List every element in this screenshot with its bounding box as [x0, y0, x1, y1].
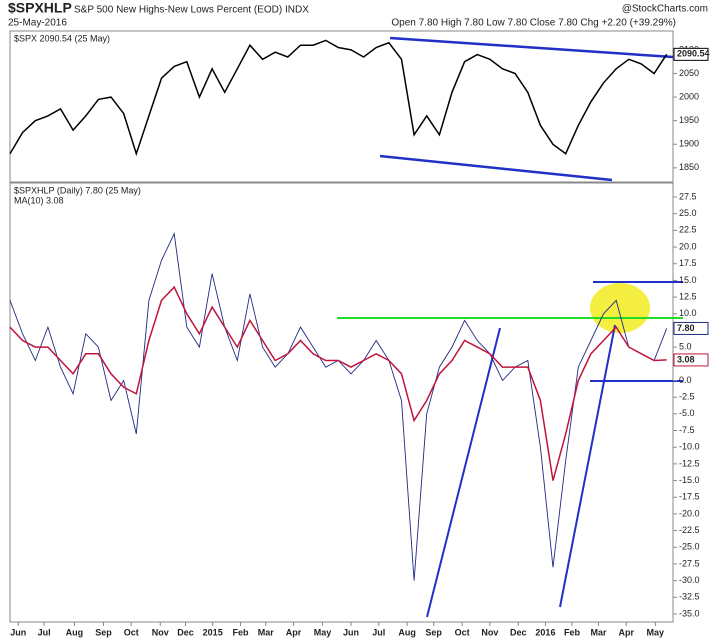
trend-line [426, 327, 501, 618]
y-tick-label: -35.0 [679, 608, 700, 618]
x-tick-label: Apr [619, 627, 635, 637]
legend-entry: $SPX 2090.54 (25 May) [14, 33, 110, 43]
x-tick-label: Jul [372, 627, 385, 637]
x-tick-label: Nov [152, 627, 169, 637]
y-tick-label: 10.0 [679, 308, 697, 318]
y-tick-label: 1850 [679, 162, 699, 172]
symbol: $SPXHLP [8, 0, 72, 16]
quote: Open 7.80 High 7.80 Low 7.80 Close 7.80 … [391, 18, 676, 29]
y-tick-label: -5.0 [679, 408, 695, 418]
x-tick-label: May [647, 627, 665, 637]
y-tick-label: 17.5 [679, 258, 697, 268]
series-line [9, 285, 667, 481]
y-tick-label: 0.0 [679, 375, 692, 385]
y-tick-label: 2000 [679, 91, 699, 101]
x-tick-label: Jul [38, 627, 51, 637]
trend-line [379, 154, 613, 182]
y-tick-label: 2050 [679, 68, 699, 78]
x-tick-label: Apr [286, 627, 302, 637]
x-tick-label: Sep [425, 627, 442, 637]
y-tick-label: 15.0 [679, 275, 697, 285]
x-tick-label: Aug [398, 627, 416, 637]
highlight [590, 283, 650, 333]
x-tick-label: Sep [95, 627, 112, 637]
value-box [673, 47, 709, 61]
annotations [337, 36, 683, 618]
x-tick-label: Jun [343, 627, 359, 637]
last-value-label: 3.08 [677, 354, 695, 364]
series-line [9, 232, 668, 581]
y-tick-label: 1950 [679, 115, 699, 125]
y-tick-label: -15.0 [679, 475, 700, 485]
x-tick-label: 2016 [535, 627, 555, 637]
trend-line [559, 324, 616, 608]
x-tick-label: Oct [124, 627, 139, 637]
watermark: @StockCharts.com [622, 4, 708, 15]
y-tick-label: 22.5 [679, 225, 697, 235]
y-tick-label: -7.5 [679, 425, 695, 435]
legend-entry: MA(10) 3.08 [14, 195, 64, 205]
x-tick-label: Mar [258, 627, 275, 637]
x-tick-label: Feb [232, 627, 249, 637]
y-tick-label: -20.0 [679, 508, 700, 518]
y-tick-label: 5.0 [679, 341, 692, 351]
y-tick-label: 27.5 [679, 191, 697, 201]
y-tick-label: -22.5 [679, 525, 700, 535]
x-tick-label: Aug [66, 627, 84, 637]
y-tick-label: -25.0 [679, 542, 700, 552]
top-frame [9, 30, 674, 183]
y-tick-label: -17.5 [679, 492, 700, 502]
date: 25-May-2016 [8, 18, 67, 29]
y-tick-label: -30.0 [679, 575, 700, 585]
last-value-label: 7.80 [677, 323, 695, 333]
bottom-frame [9, 182, 674, 623]
x-tick-label: Dec [510, 627, 527, 637]
x-tick-label: Feb [564, 627, 581, 637]
last-value-label: 2090.54 [677, 49, 710, 59]
y-tick-label: 25.0 [679, 208, 697, 218]
x-tick-label: Oct [455, 627, 470, 637]
y-tick-label: -2.5 [679, 392, 695, 402]
y-tick-label: 1900 [679, 139, 699, 149]
x-tick-label: Jun [10, 627, 26, 637]
x-tick-label: May [314, 627, 332, 637]
y-tick-label: -27.5 [679, 558, 700, 568]
y-tick-label: -10.0 [679, 442, 700, 452]
value-box [673, 353, 709, 367]
trend-line [389, 36, 674, 59]
x-tick-label: Mar [590, 627, 607, 637]
y-tick-label: -12.5 [679, 458, 700, 468]
x-tick-label: Nov [481, 627, 498, 637]
series-line [9, 39, 668, 157]
chart-title: S&P 500 New Highs-New Lows Percent (EOD)… [74, 5, 309, 16]
x-tick-label: Dec [177, 627, 194, 637]
x-tick-label: 2015 [203, 627, 223, 637]
y-tick-label: 20.0 [679, 241, 697, 251]
y-tick-label: -32.5 [679, 592, 700, 602]
legend-entry: $SPXHLP (Daily) 7.80 (25 May) [14, 185, 141, 195]
value-box [673, 321, 709, 335]
y-tick-label: 12.5 [679, 291, 697, 301]
